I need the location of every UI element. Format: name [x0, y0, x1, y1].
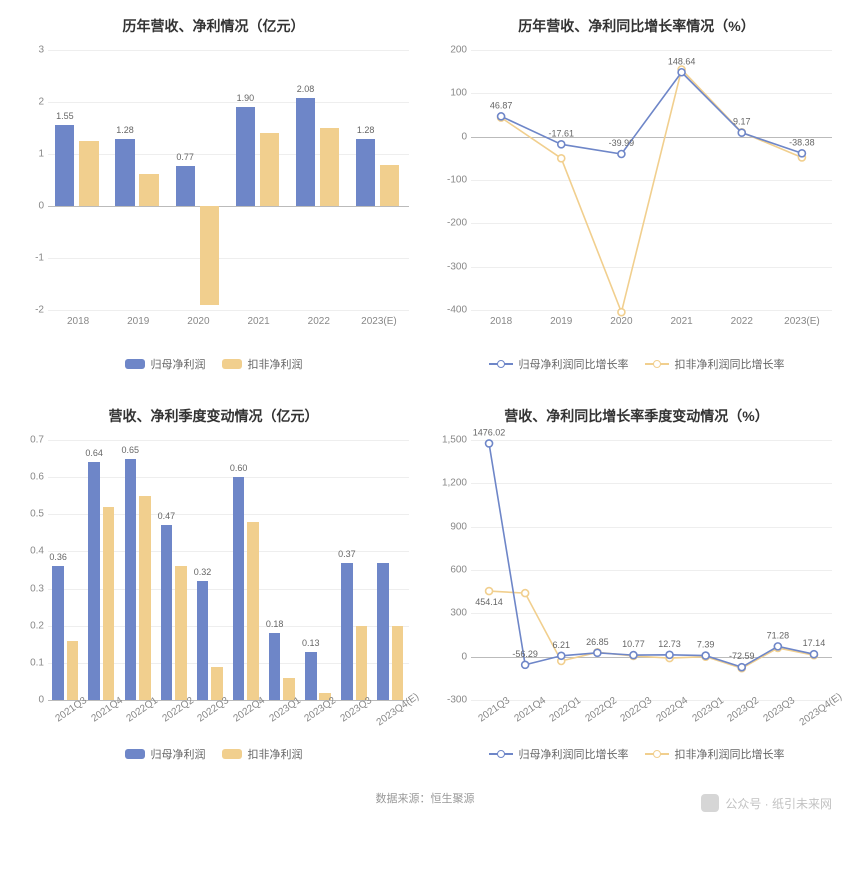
watermark-text: 公众号 · 纸引未来网: [725, 795, 832, 812]
svg-text:-17.61: -17.61: [548, 128, 574, 138]
svg-text:-72.59: -72.59: [729, 651, 755, 661]
legend-item: 扣非净利润同比增长率: [645, 356, 785, 372]
panel-quarter-values: 营收、净利季度变动情况（亿元） 00.10.20.30.40.50.60.70.…: [8, 398, 419, 776]
legend-item: 扣非净利润同比增长率: [645, 746, 785, 762]
svg-text:9.17: 9.17: [733, 117, 751, 127]
panel-title: 历年营收、净利情况（亿元）: [8, 8, 419, 50]
svg-text:26.85: 26.85: [586, 637, 609, 647]
svg-text:1476.02: 1476.02: [473, 427, 506, 437]
svg-text:-39.99: -39.99: [609, 138, 635, 148]
line-chart-annual: -400-300-200-100010020046.87-17.61-39.99…: [431, 50, 842, 350]
svg-text:454.14: 454.14: [475, 597, 503, 607]
legend-item: 归母净利润: [125, 746, 206, 762]
panel-quarter-growth: 营收、净利同比增长率季度变动情况（%） -30003006009001,2001…: [431, 398, 842, 776]
svg-text:6.21: 6.21: [552, 640, 570, 650]
watermark: 公众号 · 纸引未来网: [701, 794, 832, 812]
svg-text:-56.29: -56.29: [512, 649, 538, 659]
panel-annual-growth: 历年营收、净利同比增长率情况（%） -400-300-200-100010020…: [431, 8, 842, 386]
legend-line: 归母净利润同比增长率扣非净利润同比增长率: [431, 350, 842, 386]
svg-text:10.77: 10.77: [622, 639, 645, 649]
legend-item: 归母净利润: [125, 356, 206, 372]
svg-text:-38.38: -38.38: [789, 137, 815, 147]
wechat-icon: [701, 794, 719, 812]
svg-text:71.28: 71.28: [767, 630, 790, 640]
panel-title: 历年营收、净利同比增长率情况（%）: [431, 8, 842, 50]
legend-bar: 归母净利润扣非净利润: [8, 350, 419, 386]
legend-item: 扣非净利润: [222, 746, 303, 762]
legend-bar: 归母净利润扣非净利润: [8, 740, 419, 776]
legend-line: 归母净利润同比增长率扣非净利润同比增长率: [431, 740, 842, 776]
panel-title: 营收、净利季度变动情况（亿元）: [8, 398, 419, 440]
svg-text:7.39: 7.39: [697, 640, 715, 650]
legend-item: 扣非净利润: [222, 356, 303, 372]
legend-item: 归母净利润同比增长率: [489, 356, 629, 372]
line-chart-quarter: -30003006009001,2001,5001476.02-56.296.2…: [431, 440, 842, 740]
svg-text:46.87: 46.87: [490, 100, 513, 110]
svg-text:12.73: 12.73: [658, 639, 681, 649]
bar-chart-quarter: 00.10.20.30.40.50.60.70.360.640.650.470.…: [8, 440, 419, 740]
svg-text:17.14: 17.14: [803, 638, 826, 648]
panel-annual-values: 历年营收、净利情况（亿元） -2-101231.551.280.771.902.…: [8, 8, 419, 386]
legend-item: 归母净利润同比增长率: [489, 746, 629, 762]
bar-chart-annual: -2-101231.551.280.771.902.081.2820182019…: [8, 50, 419, 350]
svg-text:148.64: 148.64: [668, 56, 696, 66]
